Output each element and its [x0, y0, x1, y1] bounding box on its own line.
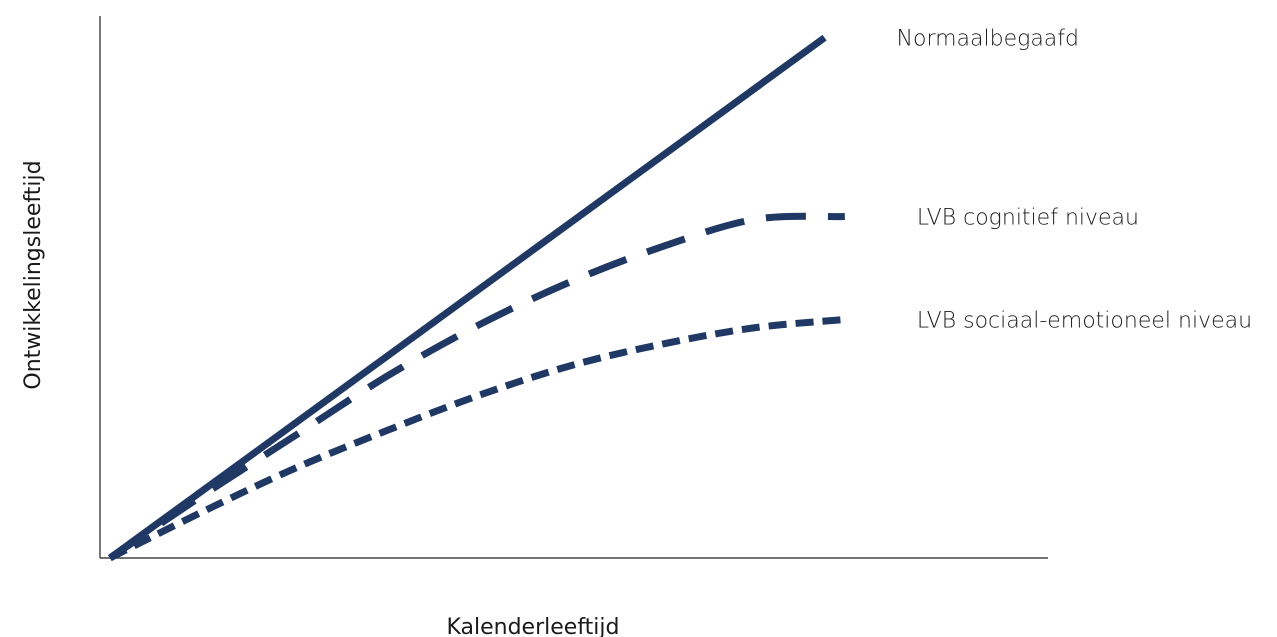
label-layer: Normaalbegaafd LVB cognitief niveau LVB so…	[897, 27, 1253, 334]
series-label-2: LVB cognitief niveau	[917, 206, 1139, 231]
series-layer	[107, 34, 846, 562]
series-label-3: LVB sociaal-emotioneel niveau	[917, 309, 1252, 334]
y-axis-title: Ontwikkelingsleeftijd	[21, 160, 46, 389]
series-label-1: Normaalbegaafd	[897, 27, 1079, 52]
series-line-1	[107, 34, 827, 561]
series-line-2	[108, 212, 845, 561]
series-line-3	[108, 316, 846, 562]
x-axis-title: Kalenderleeftijd	[446, 615, 619, 637]
